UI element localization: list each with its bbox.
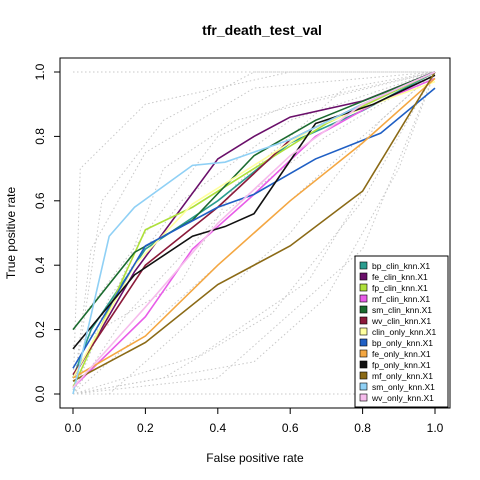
background-roc-curves <box>72 71 436 395</box>
legend-swatch <box>359 283 368 292</box>
background-curve <box>72 71 436 395</box>
legend-label: fp_only_knn.X1 <box>372 360 431 370</box>
series-line-bp-only-knn-x1 <box>72 87 436 369</box>
legend-label: sm_clin_knn.X1 <box>372 305 432 315</box>
background-curve <box>72 71 436 330</box>
legend-label: wv_clin_knn.X1 <box>371 316 431 326</box>
background-curve <box>72 71 436 347</box>
legend: bp_clin_knn.X1fe_clin_knn.X1fp_clin_knn.… <box>354 255 449 408</box>
series-lines <box>72 71 436 395</box>
y-axis-title: True positive rate <box>4 187 18 280</box>
x-tick-label: 0.4 <box>209 421 226 435</box>
x-tick-label: 1.0 <box>427 421 444 435</box>
legend-swatch <box>359 382 368 391</box>
legend-swatch <box>359 338 368 347</box>
background-curve <box>72 71 436 395</box>
x-axis-title: False positive rate <box>206 451 304 465</box>
background-curve <box>72 71 436 395</box>
y-tick-label: 0.2 <box>33 321 47 338</box>
y-tick-label: 0.8 <box>33 128 47 145</box>
background-curve <box>108 71 436 395</box>
legend-label: fp_clin_knn.X1 <box>372 283 428 293</box>
legend-label: mf_clin_knn.X1 <box>372 294 430 304</box>
series-line-mf-only-knn-x1 <box>72 71 436 382</box>
x-tick-label: 0.8 <box>354 421 371 435</box>
background-curve <box>72 71 435 395</box>
x-tick-label: 0.2 <box>137 421 154 435</box>
x-tick-label: 0.6 <box>282 421 299 435</box>
background-curve <box>72 71 436 395</box>
legend-label: sm_only_knn.X1 <box>372 382 435 392</box>
series-line-fe-only-knn-x1 <box>72 77 436 379</box>
legend-label: bp_clin_knn.X1 <box>372 261 430 271</box>
y-tick-label: 1.0 <box>33 63 47 80</box>
series-line-wv-only-knn-x1 <box>72 71 436 389</box>
y-tick-label: 0.4 <box>33 257 47 274</box>
legend-swatch <box>359 360 368 369</box>
legend-swatch <box>359 349 368 358</box>
legend-label: fe_clin_knn.X1 <box>372 272 428 282</box>
legend-swatch <box>359 316 368 325</box>
y-tick-label: 0.6 <box>33 192 47 209</box>
legend-swatch <box>359 272 368 281</box>
legend-box <box>354 255 449 408</box>
legend-swatch <box>359 261 368 270</box>
background-curve <box>72 71 436 395</box>
legend-label: mf_only_knn.X1 <box>372 371 433 381</box>
y-tick-label: 0.0 <box>33 385 47 402</box>
chart-title: tfr_death_test_val <box>202 22 322 38</box>
series-line-sm-only-knn-x1 <box>72 71 436 395</box>
x-tick-label: 0.0 <box>65 421 82 435</box>
x-axis: 0.0 0.2 0.4 0.6 0.8 1.0 <box>65 407 444 435</box>
background-curve <box>72 71 435 395</box>
legend-swatch <box>359 294 368 303</box>
legend-label: clin_only_knn.X1 <box>372 327 437 337</box>
legend-label: bp_only_knn.X1 <box>372 338 433 348</box>
legend-swatch <box>359 371 368 380</box>
legend-swatch <box>359 327 368 336</box>
y-axis: 0.0 0.2 0.4 0.6 0.8 1.0 <box>33 63 61 402</box>
series-line-sm-clin-knn-x1 <box>72 71 436 331</box>
legend-swatch <box>359 393 368 402</box>
series-line-fp-only-knn-x1 <box>72 74 436 350</box>
legend-swatch <box>359 305 368 314</box>
legend-label: wv_only_knn.X1 <box>371 393 434 403</box>
legend-label: fe_only_knn.X1 <box>372 349 431 359</box>
